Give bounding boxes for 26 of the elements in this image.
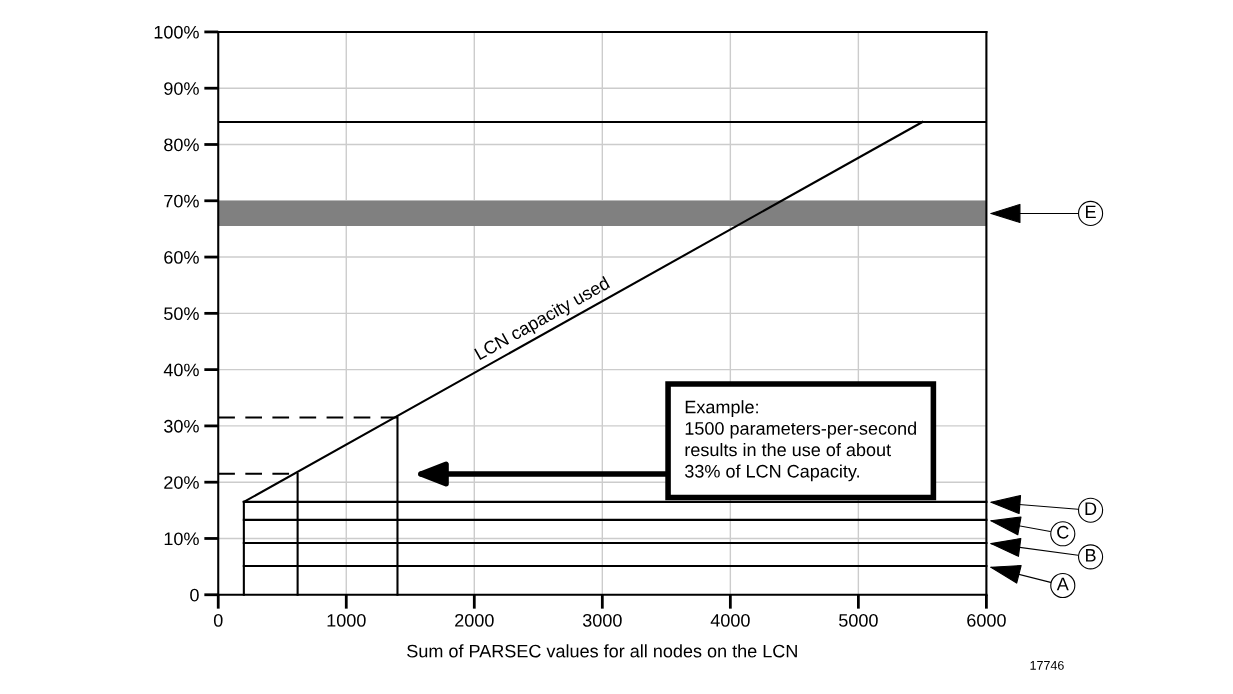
x-tick-label: 5000 (839, 613, 878, 627)
text: 17746 (1030, 660, 1064, 670)
y-tick-label: 30% (164, 419, 199, 433)
x-tick-label: 6000 (967, 613, 1006, 627)
x-tick-label: 2000 (455, 613, 494, 627)
y-tick-label: 90% (164, 82, 199, 95)
y-tick-label: 60% (164, 250, 199, 264)
x-tick-label: 0 (213, 613, 223, 627)
band-label: E (1086, 205, 1096, 219)
y-tick-label: 80% (164, 138, 199, 152)
x-tick-label: 3000 (582, 613, 622, 627)
y-tick-label: 20% (164, 476, 199, 489)
y-tick-label: 0 (190, 588, 199, 602)
legend-label: A (1056, 577, 1069, 591)
y-tick-label: 40% (163, 363, 199, 377)
y-tick-label: 50% (164, 307, 199, 321)
y-tick-label: 100% (154, 25, 199, 39)
legend-label: D (1085, 502, 1097, 515)
y-tick-label: 10% (164, 532, 199, 546)
legend-label: C (1057, 525, 1069, 539)
x-tick-label: 1000 (327, 613, 366, 627)
x-axis-title: Sum of PARSEC values for all nodes on the LCN (407, 644, 797, 658)
x-tick-label: 4000 (710, 613, 750, 627)
legend-label: B (1086, 549, 1096, 562)
y-tick-label: 70% (164, 194, 199, 208)
annotation: Example: 1500 parameters-per-second results in the use of about 33% of LCN Capacity. (685, 400, 916, 482)
